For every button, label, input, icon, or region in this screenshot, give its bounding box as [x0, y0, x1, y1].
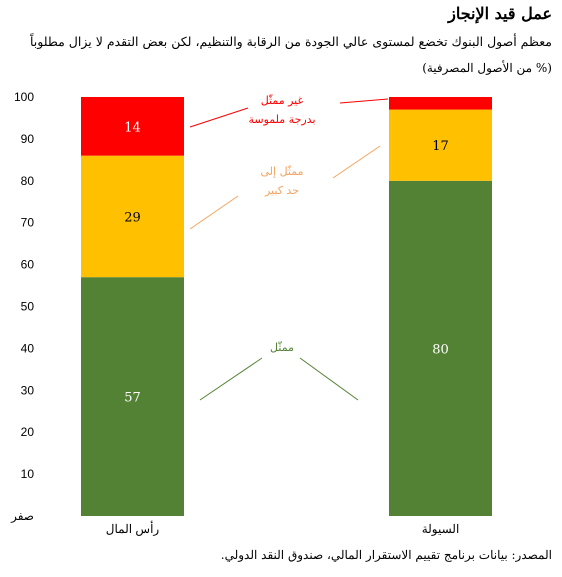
y-tick-label: 70	[21, 216, 35, 230]
y-tick-label: 50	[21, 300, 35, 314]
chart-title: عمل قيد الإنجاز	[448, 4, 552, 23]
y-tick-label: 40	[21, 341, 35, 355]
y-tick-label: 90	[21, 132, 35, 146]
annotations: غير ممثّل بدرجة ملموسة ممثّل إلى حد كبير ممث…	[189, 93, 389, 401]
bar-segment	[81, 155, 184, 278]
annotation-leader-line	[339, 98, 389, 104]
category-label: رأس المال	[106, 521, 160, 536]
annotation-leader-line	[189, 195, 239, 230]
bars: 57 29 14 80 17	[81, 97, 492, 517]
data-label: 17	[432, 139, 449, 154]
annotation-label: حد كبير	[264, 184, 299, 197]
chart-unit-label: (% من الأصول المصرفية)	[422, 61, 552, 75]
annotation-label: غير ممثّل	[261, 93, 304, 107]
data-label: 80	[432, 342, 449, 357]
data-label: 57	[124, 391, 141, 406]
y-tick-label: صفر	[10, 509, 34, 523]
x-axis: رأس المال السيولة	[106, 521, 460, 536]
y-tick-label: 80	[21, 174, 35, 188]
y-tick-label: 30	[21, 383, 35, 397]
category-label: السيولة	[422, 522, 460, 536]
annotation-label: ممثّل إلى	[261, 164, 304, 178]
annotation-leader-line	[189, 107, 249, 128]
annotation-label: ممثّل	[270, 340, 294, 354]
annotation-leader-line	[332, 145, 381, 179]
y-tick-label: 60	[21, 258, 35, 272]
data-label: 29	[124, 210, 141, 225]
bar-segment	[389, 109, 492, 181]
data-label: 14	[124, 120, 141, 135]
y-tick-label: 100	[14, 90, 34, 104]
chart-subtitle: معظم أصول البنوك تخضع لمستوى عالي الجودة…	[30, 34, 552, 49]
bar-segment	[81, 277, 184, 516]
stacked-bar-chart: صفر 10 20 30 40 50 60 70 80 90 100 57 29 14 80 17 رأس …	[10, 90, 492, 536]
y-tick-label: 20	[21, 425, 35, 439]
chart-source: المصدر: بيانات برنامج تقييم الاستقرار ال…	[220, 548, 552, 562]
annotation-leader-line	[299, 357, 359, 401]
annotation-label: بدرجة ملموسة	[248, 113, 315, 126]
bar-segment	[389, 180, 492, 517]
bar-segment	[81, 97, 184, 156]
annotation-leader-line	[199, 357, 263, 401]
y-tick-label: 10	[21, 467, 35, 481]
y-axis: صفر 10 20 30 40 50 60 70 80 90 100	[10, 90, 34, 523]
bar-segment	[389, 97, 492, 110]
